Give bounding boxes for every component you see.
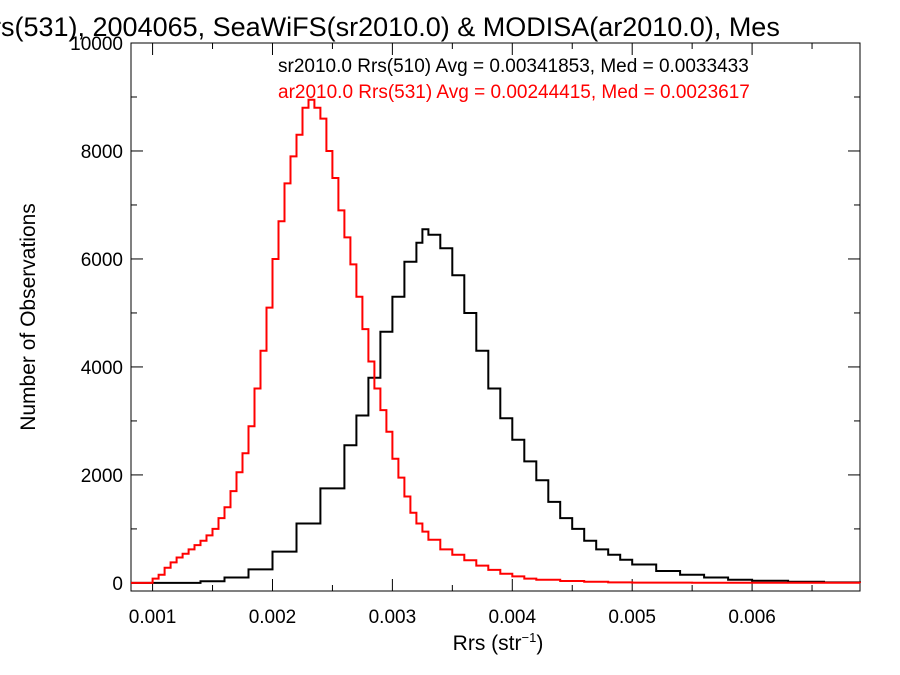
legend-entry-red: ar2010.0 Rrs(531) Avg = 0.00244415, Med …	[278, 82, 750, 103]
y-tick-label: 4000	[81, 358, 123, 379]
series-line-red	[131, 98, 861, 584]
y-tick-label: 8000	[81, 142, 123, 163]
y-axis-label: Number of Observations	[17, 203, 40, 431]
x-tick-label: 0.003	[369, 607, 417, 628]
x-tick-label: 0.001	[129, 607, 177, 628]
x-tick-label: 0.006	[728, 607, 776, 628]
chart-title: rs(531), 2004065, SeaWiFS(sr2010.0) & MO…	[0, 12, 780, 42]
series-line-black	[131, 228, 861, 584]
x-axis: 0.001 0.002 0.003 0.004 0.005 0.006	[129, 43, 813, 628]
x-tick-label: 0.004	[489, 607, 537, 628]
plot-frame	[130, 42, 861, 592]
y-axis: 0 2000 4000 6000 8000 10000	[70, 34, 860, 595]
series-group	[131, 98, 861, 584]
x-axis-label-main: Rrs (str	[453, 632, 522, 655]
x-axis-label: Rrs (str−1)	[453, 630, 544, 655]
x-axis-label-close: )	[536, 632, 543, 655]
legend-entry-black: sr2010.0 Rrs(510) Avg = 0.00341853, Med …	[278, 56, 749, 77]
y-tick-label: 10000	[70, 34, 123, 55]
y-tick-label: 6000	[81, 250, 123, 271]
x-tick-label: 0.005	[608, 607, 656, 628]
x-tick-label: 0.002	[249, 607, 297, 628]
y-tick-label: 0	[112, 574, 123, 595]
y-tick-label: 2000	[81, 466, 123, 487]
x-axis-label-superscript: −1	[522, 630, 537, 645]
